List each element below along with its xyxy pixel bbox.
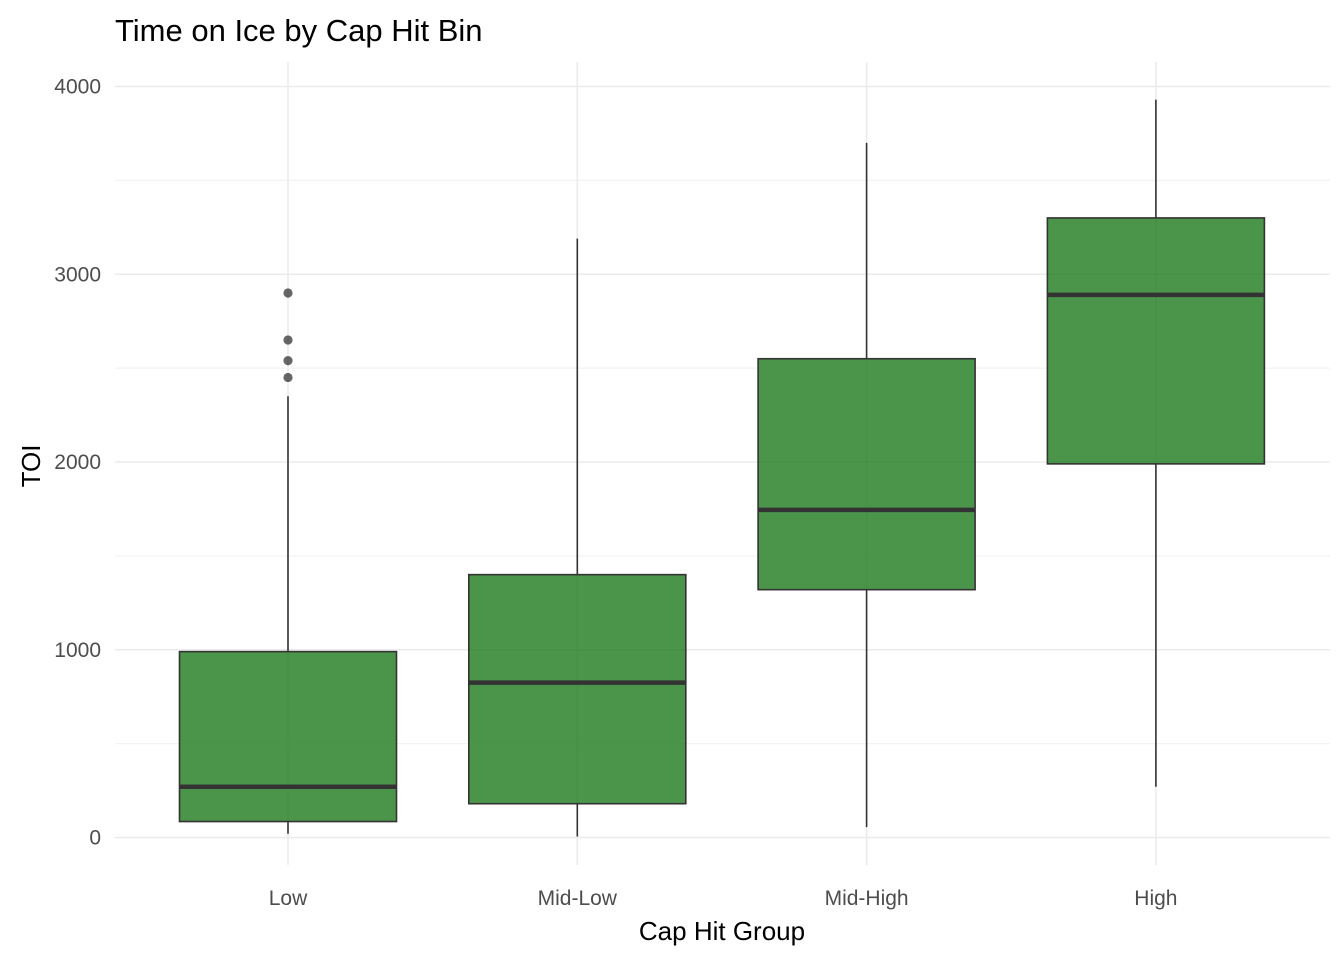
y-tick-label: 1000 xyxy=(54,639,101,662)
box-iqr xyxy=(757,357,976,591)
x-tick-label: Mid-High xyxy=(825,887,909,910)
y-axis-ticks: 0 1000 2000 3000 4000 xyxy=(54,76,101,850)
y-tick-label: 2000 xyxy=(54,451,101,474)
y-tick-label: 4000 xyxy=(54,76,101,99)
outlier-point xyxy=(283,372,293,383)
x-axis-title: Cap Hit Group xyxy=(639,916,805,946)
box-iqr xyxy=(178,650,398,823)
box-iqr xyxy=(467,573,687,805)
box-mid-high xyxy=(757,142,976,828)
outlier-point xyxy=(283,335,293,345)
y-axis-title: TOI xyxy=(16,445,46,488)
x-tick-label: Low xyxy=(269,887,308,910)
box-high xyxy=(1046,99,1266,787)
x-tick-label: High xyxy=(1134,887,1177,910)
box-low xyxy=(178,288,398,834)
x-tick-label: Mid-Low xyxy=(538,887,618,910)
chart-title: Time on Ice by Cap Hit Bin xyxy=(115,13,483,48)
y-tick-label: 3000 xyxy=(54,263,101,286)
x-axis-ticks: Low Mid-Low Mid-High High xyxy=(269,887,1178,910)
outlier-point xyxy=(283,356,293,366)
outlier-point xyxy=(283,288,293,298)
box-iqr xyxy=(1046,217,1266,465)
y-tick-label: 0 xyxy=(89,827,101,850)
boxplot-series xyxy=(178,99,1266,837)
box-mid-low xyxy=(467,238,687,837)
